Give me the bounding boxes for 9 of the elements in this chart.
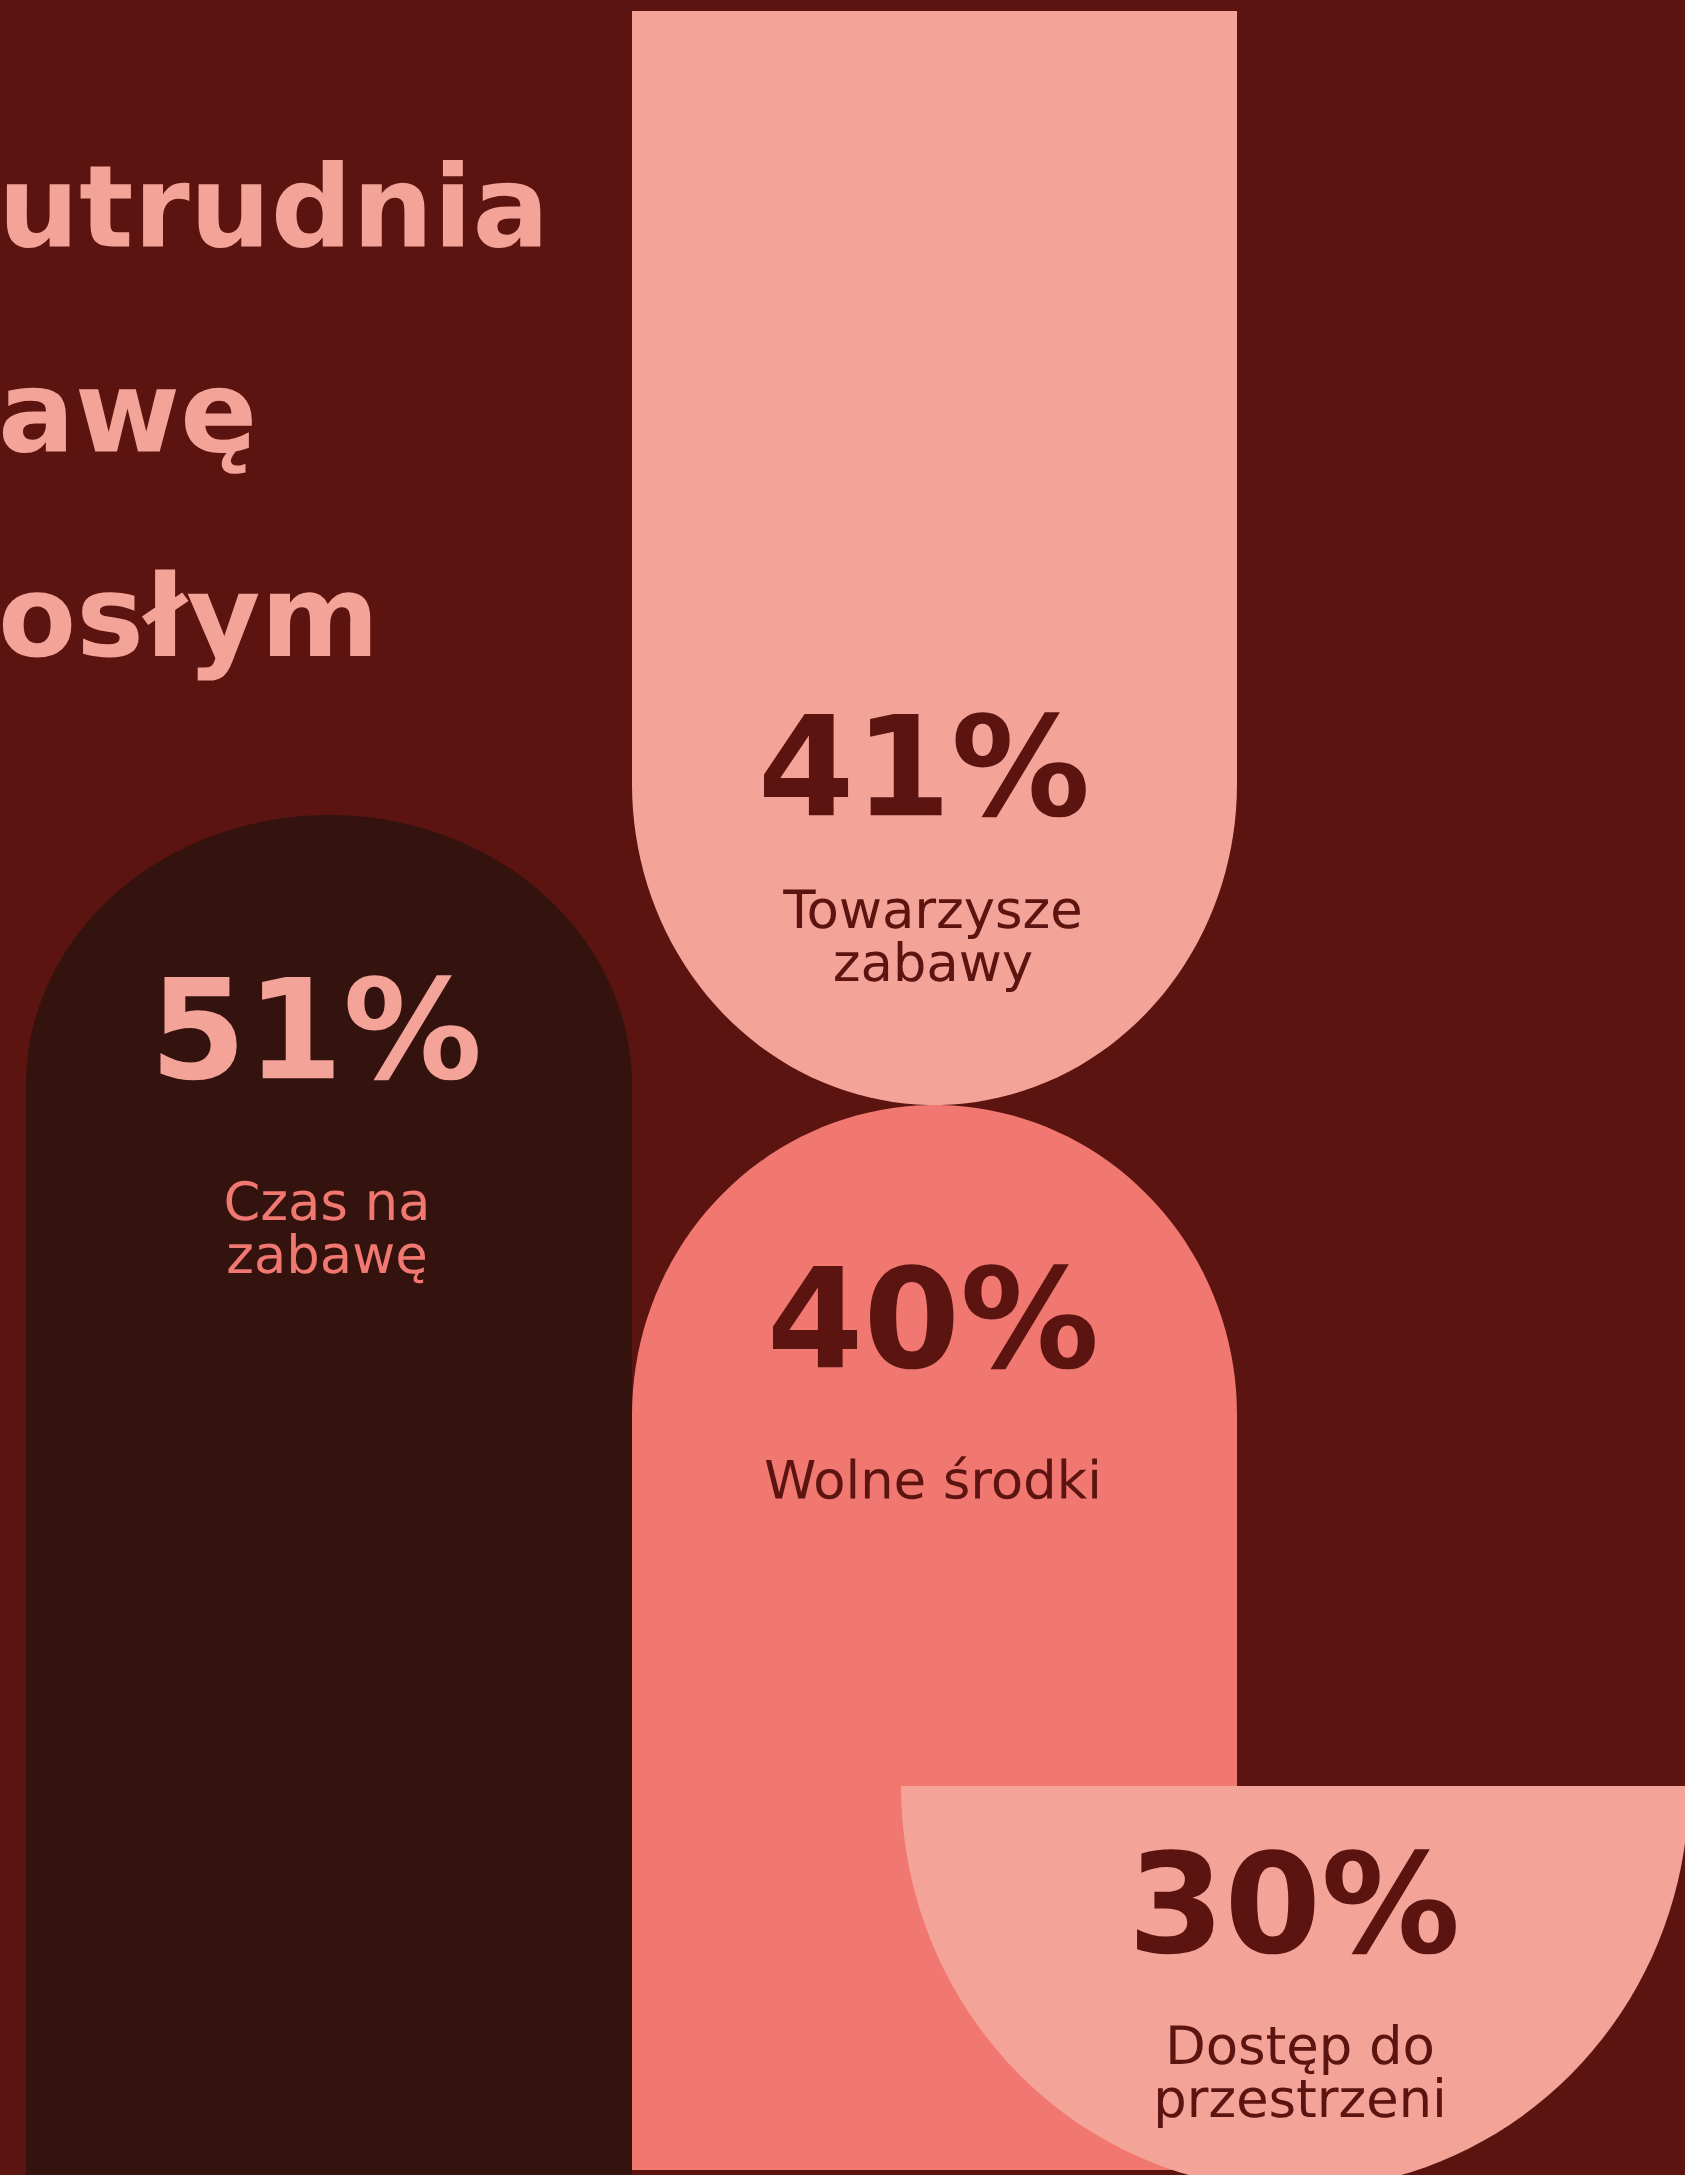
chart-title: utrudnia awę osłym xyxy=(2,159,541,681)
category-label: Czas na zabawę xyxy=(226,1180,426,1284)
data-label: 41% xyxy=(764,712,1086,818)
data-label: 40% xyxy=(773,1264,1095,1370)
category-label: Wolne środki xyxy=(765,1456,1097,1500)
category-label: Dostęp do przestrzeni xyxy=(1158,2023,1442,2129)
data-label: 51% xyxy=(160,975,478,1081)
data-label: 30% xyxy=(1137,1849,1456,1955)
category-label: Towarzysze zabawy xyxy=(783,889,1080,993)
